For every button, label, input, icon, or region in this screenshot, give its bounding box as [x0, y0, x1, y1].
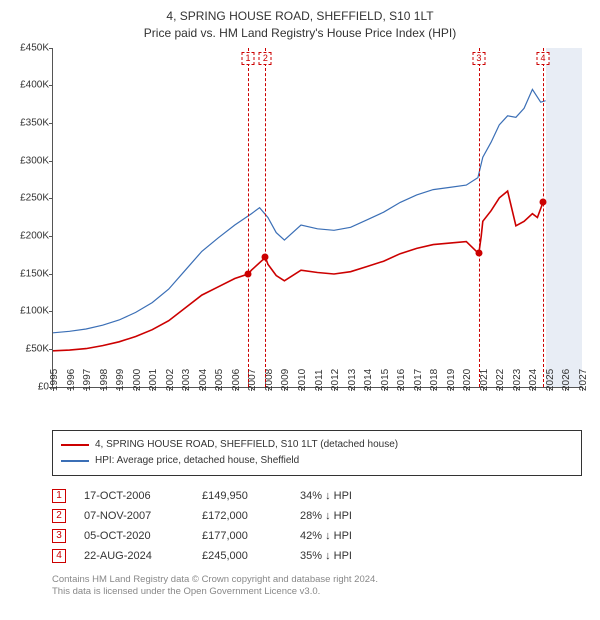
x-tick-label: 2000	[132, 368, 143, 390]
x-tick-label: 2005	[214, 368, 225, 390]
series-line-property	[53, 191, 543, 351]
x-tick-label: 1996	[66, 368, 77, 390]
y-tick-mark	[49, 236, 53, 237]
x-tick-label: 2027	[578, 368, 589, 390]
y-tick-mark	[49, 198, 53, 199]
sale-dot	[245, 270, 252, 277]
sales-row-num: 4	[52, 549, 66, 563]
sales-row-num: 3	[52, 529, 66, 543]
x-axis-labels-space	[10, 392, 590, 430]
x-tick-label: 2003	[181, 368, 192, 390]
x-tick-label: 2010	[297, 368, 308, 390]
x-tick-label: 2021	[479, 368, 490, 390]
x-tick-label: 1998	[99, 368, 110, 390]
sales-row-num: 1	[52, 489, 66, 503]
x-tick-label: 1999	[115, 368, 126, 390]
footer-line-1: Contains HM Land Registry data © Crown c…	[52, 574, 582, 587]
x-tick-label: 2023	[512, 368, 523, 390]
chart-container: 4, SPRING HOUSE ROAD, SHEFFIELD, S10 1LT…	[0, 0, 600, 609]
sales-row-date: 05-OCT-2020	[84, 530, 184, 542]
plot-wrap: £0£50K£100K£150K£200K£250K£300K£350K£400…	[52, 48, 582, 388]
title-block: 4, SPRING HOUSE ROAD, SHEFFIELD, S10 1LT…	[10, 8, 590, 42]
sales-row-price: £177,000	[202, 530, 282, 542]
sale-marker-box: 3	[472, 52, 485, 65]
sales-row: 1 17-OCT-2006 £149,950 34% ↓ HPI	[52, 486, 582, 506]
x-tick-label: 2024	[528, 368, 539, 390]
sales-row-delta: 42% ↓ HPI	[300, 530, 390, 542]
title-line-2: Price paid vs. HM Land Registry's House …	[10, 25, 590, 42]
sales-row: 4 22-AUG-2024 £245,000 35% ↓ HPI	[52, 546, 582, 566]
x-tick-label: 2012	[330, 368, 341, 390]
sales-row-price: £172,000	[202, 510, 282, 522]
footer-note: Contains HM Land Registry data © Crown c…	[52, 574, 582, 600]
sales-row-date: 17-OCT-2006	[84, 490, 184, 502]
sales-row: 3 05-OCT-2020 £177,000 42% ↓ HPI	[52, 526, 582, 546]
legend-row-hpi: HPI: Average price, detached house, Shef…	[61, 453, 573, 469]
series-line-hpi	[53, 89, 546, 332]
x-tick-label: 2015	[380, 368, 391, 390]
x-tick-label: 2016	[396, 368, 407, 390]
x-tick-label: 2026	[561, 368, 572, 390]
footer-line-2: This data is licensed under the Open Gov…	[52, 586, 582, 599]
sales-row-price: £149,950	[202, 490, 282, 502]
x-tick-label: 2011	[314, 369, 325, 391]
sale-vline	[248, 48, 249, 387]
sales-row-delta: 34% ↓ HPI	[300, 490, 390, 502]
x-tick-label: 2013	[347, 368, 358, 390]
x-tick-label: 1995	[49, 368, 60, 390]
x-tick-label: 2020	[462, 368, 473, 390]
sale-dot	[539, 199, 546, 206]
sale-dot	[475, 250, 482, 257]
legend-row-property: 4, SPRING HOUSE ROAD, SHEFFIELD, S10 1LT…	[61, 437, 573, 453]
sale-marker-box: 4	[536, 52, 549, 65]
sale-marker-box: 1	[242, 52, 255, 65]
x-tick-label: 2002	[165, 368, 176, 390]
x-tick-label: 1997	[82, 368, 93, 390]
legend: 4, SPRING HOUSE ROAD, SHEFFIELD, S10 1LT…	[52, 430, 582, 476]
sale-vline	[479, 48, 480, 387]
y-tick-mark	[49, 48, 53, 49]
series-svg	[53, 48, 582, 387]
x-tick-label: 2009	[280, 368, 291, 390]
y-tick-mark	[49, 311, 53, 312]
plot-area: £0£50K£100K£150K£200K£250K£300K£350K£400…	[52, 48, 582, 388]
x-tick-label: 2014	[363, 368, 374, 390]
y-tick-mark	[49, 274, 53, 275]
sales-row-delta: 28% ↓ HPI	[300, 510, 390, 522]
sales-row-price: £245,000	[202, 550, 282, 562]
legend-label-property: 4, SPRING HOUSE ROAD, SHEFFIELD, S10 1LT…	[95, 437, 398, 453]
legend-swatch-property	[61, 444, 89, 446]
x-tick-label: 2006	[231, 368, 242, 390]
y-tick-mark	[49, 349, 53, 350]
sales-row: 2 07-NOV-2007 £172,000 28% ↓ HPI	[52, 506, 582, 526]
sale-marker-box: 2	[259, 52, 272, 65]
sale-vline	[265, 48, 266, 387]
x-tick-label: 2001	[148, 368, 159, 390]
x-tick-label: 2018	[429, 368, 440, 390]
legend-label-hpi: HPI: Average price, detached house, Shef…	[95, 453, 299, 469]
title-line-1: 4, SPRING HOUSE ROAD, SHEFFIELD, S10 1LT	[10, 8, 590, 25]
sales-table: 1 17-OCT-2006 £149,950 34% ↓ HPI 2 07-NOV-200…	[52, 486, 582, 566]
sales-row-date: 07-NOV-2007	[84, 510, 184, 522]
sale-dot	[262, 254, 269, 261]
sales-row-num: 2	[52, 509, 66, 523]
x-tick-label: 2022	[495, 368, 506, 390]
y-tick-mark	[49, 123, 53, 124]
x-tick-label: 2017	[413, 368, 424, 390]
x-tick-label: 2004	[198, 368, 209, 390]
x-tick-label: 2025	[545, 368, 556, 390]
y-tick-mark	[49, 85, 53, 86]
sale-vline	[543, 48, 544, 387]
legend-swatch-hpi	[61, 460, 89, 462]
sales-row-date: 22-AUG-2024	[84, 550, 184, 562]
y-tick-mark	[49, 161, 53, 162]
x-tick-label: 2019	[446, 368, 457, 390]
sales-row-delta: 35% ↓ HPI	[300, 550, 390, 562]
